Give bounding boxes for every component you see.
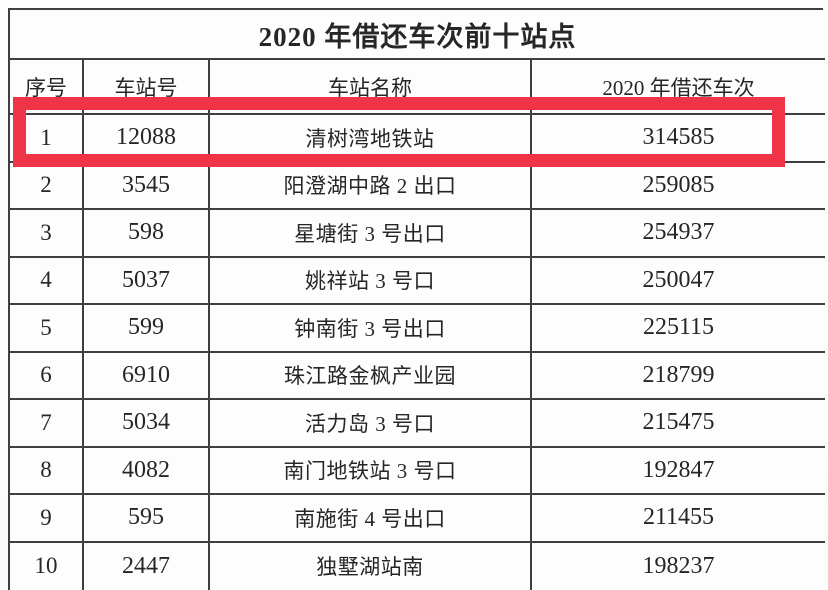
cell-count: 211455 bbox=[532, 495, 825, 543]
cell-seq: 4 bbox=[10, 258, 84, 306]
cell-seq: 3 bbox=[10, 210, 84, 258]
cell-count: 250047 bbox=[532, 258, 825, 306]
cell-seq: 8 bbox=[10, 448, 84, 496]
cell-station-name: 珠江路金枫产业园 bbox=[210, 353, 532, 401]
cell-station-id: 599 bbox=[84, 305, 210, 353]
table-title: 2020 年借还车次前十站点 bbox=[10, 10, 825, 60]
cell-count: 259085 bbox=[532, 163, 825, 211]
cell-count: 215475 bbox=[532, 400, 825, 448]
cell-station-id: 595 bbox=[84, 495, 210, 543]
cell-seq: 7 bbox=[10, 400, 84, 448]
cell-station-name: 星塘街 3 号出口 bbox=[210, 210, 532, 258]
cell-station-id: 5037 bbox=[84, 258, 210, 306]
cell-seq: 6 bbox=[10, 353, 84, 401]
highlight-box bbox=[13, 97, 785, 167]
cell-station-id: 2447 bbox=[84, 543, 210, 590]
cell-count: 225115 bbox=[532, 305, 825, 353]
cell-station-id: 598 bbox=[84, 210, 210, 258]
cell-station-name: 南施街 4 号出口 bbox=[210, 495, 532, 543]
cell-station-name: 钟南街 3 号出口 bbox=[210, 305, 532, 353]
cell-station-name: 活力岛 3 号口 bbox=[210, 400, 532, 448]
cell-seq: 9 bbox=[10, 495, 84, 543]
cell-count: 254937 bbox=[532, 210, 825, 258]
cell-count: 192847 bbox=[532, 448, 825, 496]
cell-seq: 2 bbox=[10, 163, 84, 211]
cell-station-name: 阳澄湖中路 2 出口 bbox=[210, 163, 532, 211]
top10-stations-table: 2020 年借还车次前十站点 序号 车站号 车站名称 2020 年借还车次 1 … bbox=[8, 8, 823, 590]
cell-station-name: 姚祥站 3 号口 bbox=[210, 258, 532, 306]
cell-station-id: 3545 bbox=[84, 163, 210, 211]
cell-station-id: 4082 bbox=[84, 448, 210, 496]
cell-station-name: 独墅湖站南 bbox=[210, 543, 532, 590]
cell-station-name: 南门地铁站 3 号口 bbox=[210, 448, 532, 496]
cell-seq: 5 bbox=[10, 305, 84, 353]
cell-count: 218799 bbox=[532, 353, 825, 401]
cell-station-id: 5034 bbox=[84, 400, 210, 448]
cell-count: 198237 bbox=[532, 543, 825, 590]
cell-station-id: 6910 bbox=[84, 353, 210, 401]
cell-seq: 10 bbox=[10, 543, 84, 590]
